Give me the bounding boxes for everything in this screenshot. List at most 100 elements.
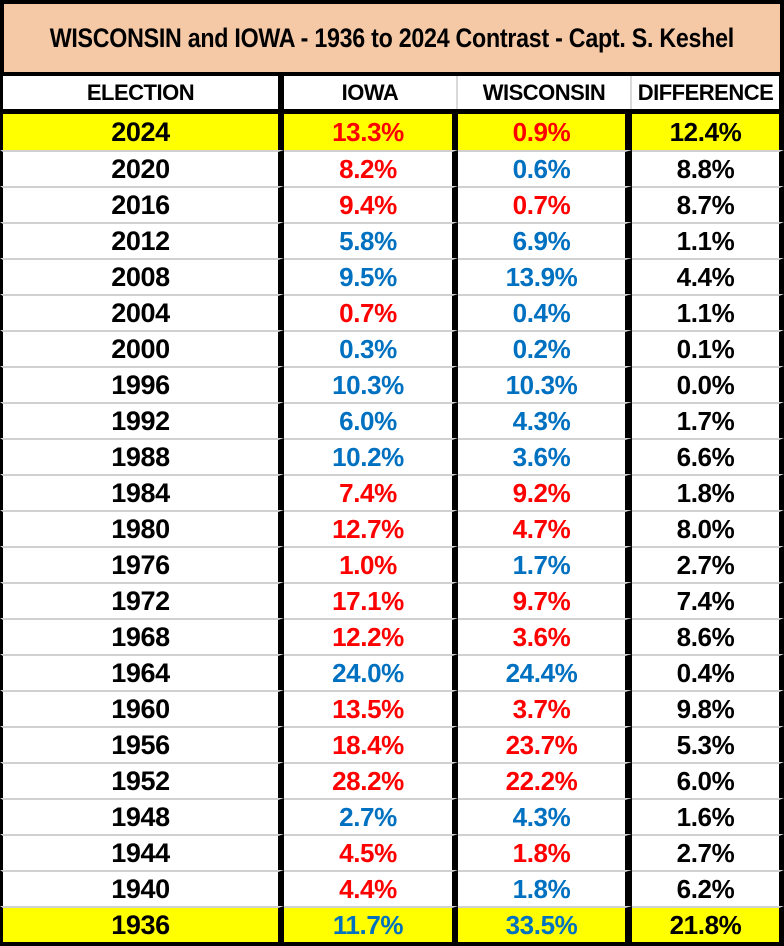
difference-cell: 4.4% (632, 258, 784, 294)
iowa-cell: 9.5% (284, 258, 458, 294)
table-row: 1960 13.5% 3.7% 9.8% (0, 690, 784, 726)
year-cell: 2020 (0, 150, 284, 186)
wisconsin-cell: 10.3% (458, 366, 632, 402)
wisconsin-cell: 1.8% (458, 870, 632, 906)
iowa-cell: 9.4% (284, 186, 458, 222)
table-row: 1968 12.2% 3.6% 8.6% (0, 618, 784, 654)
difference-cell: 2.7% (632, 546, 784, 582)
difference-cell: 6.2% (632, 870, 784, 906)
wisconsin-cell: 0.9% (458, 114, 632, 150)
year-cell: 1964 (0, 654, 284, 690)
year-cell: 2004 (0, 294, 284, 330)
difference-cell: 0.1% (632, 330, 784, 366)
year-cell: 1948 (0, 798, 284, 834)
difference-cell: 7.4% (632, 582, 784, 618)
year-cell: 2012 (0, 222, 284, 258)
page-title: WISCONSIN and IOWA - 1936 to 2024 Contra… (49, 22, 735, 53)
year-cell: 2000 (0, 330, 284, 366)
year-cell: 1976 (0, 546, 284, 582)
wisconsin-cell: 0.6% (458, 150, 632, 186)
wisconsin-cell: 0.4% (458, 294, 632, 330)
difference-cell: 1.8% (632, 474, 784, 510)
year-cell: 2008 (0, 258, 284, 294)
difference-cell: 5.3% (632, 726, 784, 762)
wisconsin-cell: 9.2% (458, 474, 632, 510)
iowa-cell: 6.0% (284, 402, 458, 438)
table-row: 2020 8.2% 0.6% 8.8% (0, 150, 784, 186)
column-header-iowa: IOWA (284, 76, 458, 109)
wisconsin-cell: 33.5% (458, 906, 632, 942)
iowa-cell: 8.2% (284, 150, 458, 186)
iowa-cell: 18.4% (284, 726, 458, 762)
wisconsin-cell: 6.9% (458, 222, 632, 258)
table-row: 2004 0.7% 0.4% 1.1% (0, 294, 784, 330)
iowa-cell: 24.0% (284, 654, 458, 690)
wisconsin-cell: 4.7% (458, 510, 632, 546)
year-cell: 1996 (0, 366, 284, 402)
table-row: 2016 9.4% 0.7% 8.7% (0, 186, 784, 222)
table-row: 1992 6.0% 4.3% 1.7% (0, 402, 784, 438)
iowa-cell: 12.2% (284, 618, 458, 654)
year-cell: 1992 (0, 402, 284, 438)
column-header-election: ELECTION (0, 76, 284, 109)
table-row: 1956 18.4% 23.7% 5.3% (0, 726, 784, 762)
table-row: 2000 0.3% 0.2% 0.1% (0, 330, 784, 366)
year-cell: 1968 (0, 618, 284, 654)
table-row: 1980 12.7% 4.7% 8.0% (0, 510, 784, 546)
table-row: 1996 10.3% 10.3% 0.0% (0, 366, 784, 402)
year-cell: 1984 (0, 474, 284, 510)
difference-cell: 8.6% (632, 618, 784, 654)
iowa-cell: 5.8% (284, 222, 458, 258)
wisconsin-cell: 1.7% (458, 546, 632, 582)
table-row: 1972 17.1% 9.7% 7.4% (0, 582, 784, 618)
iowa-cell: 7.4% (284, 474, 458, 510)
iowa-cell: 2.7% (284, 798, 458, 834)
table-row: 1952 28.2% 22.2% 6.0% (0, 762, 784, 798)
wisconsin-cell: 24.4% (458, 654, 632, 690)
year-cell: 1988 (0, 438, 284, 474)
year-cell: 1940 (0, 870, 284, 906)
iowa-cell: 17.1% (284, 582, 458, 618)
year-cell: 2024 (0, 114, 284, 150)
wisconsin-cell: 3.6% (458, 618, 632, 654)
table-row: 1964 24.0% 24.4% 0.4% (0, 654, 784, 690)
difference-cell: 1.1% (632, 222, 784, 258)
difference-cell: 6.6% (632, 438, 784, 474)
difference-cell: 0.0% (632, 366, 784, 402)
difference-cell: 2.7% (632, 834, 784, 870)
iowa-cell: 0.7% (284, 294, 458, 330)
wisconsin-cell: 4.3% (458, 798, 632, 834)
wisconsin-cell: 22.2% (458, 762, 632, 798)
iowa-cell: 4.4% (284, 870, 458, 906)
table-row: 1948 2.7% 4.3% 1.6% (0, 798, 784, 834)
difference-cell: 8.7% (632, 186, 784, 222)
difference-cell: 1.1% (632, 294, 784, 330)
iowa-cell: 10.2% (284, 438, 458, 474)
table-body: 2024 13.3% 0.9% 12.4% 2020 8.2% 0.6% 8.8… (0, 114, 784, 942)
wisconsin-cell: 1.8% (458, 834, 632, 870)
year-cell: 1944 (0, 834, 284, 870)
difference-cell: 1.6% (632, 798, 784, 834)
difference-cell: 6.0% (632, 762, 784, 798)
wisconsin-cell: 9.7% (458, 582, 632, 618)
year-cell: 1936 (0, 906, 284, 942)
table-row: 1940 4.4% 1.8% 6.2% (0, 870, 784, 906)
column-header-wisconsin: WISCONSIN (458, 76, 632, 109)
table-row: 1988 10.2% 3.6% 6.6% (0, 438, 784, 474)
iowa-cell: 28.2% (284, 762, 458, 798)
year-cell: 2016 (0, 186, 284, 222)
wisconsin-cell: 0.7% (458, 186, 632, 222)
iowa-cell: 13.5% (284, 690, 458, 726)
wisconsin-cell: 13.9% (458, 258, 632, 294)
difference-cell: 1.7% (632, 402, 784, 438)
iowa-cell: 13.3% (284, 114, 458, 150)
table-row: 2024 13.3% 0.9% 12.4% (0, 114, 784, 150)
year-cell: 1972 (0, 582, 284, 618)
wisconsin-cell: 3.7% (458, 690, 632, 726)
iowa-cell: 10.3% (284, 366, 458, 402)
year-cell: 1952 (0, 762, 284, 798)
iowa-cell: 4.5% (284, 834, 458, 870)
difference-cell: 21.8% (632, 906, 784, 942)
difference-cell: 12.4% (632, 114, 784, 150)
